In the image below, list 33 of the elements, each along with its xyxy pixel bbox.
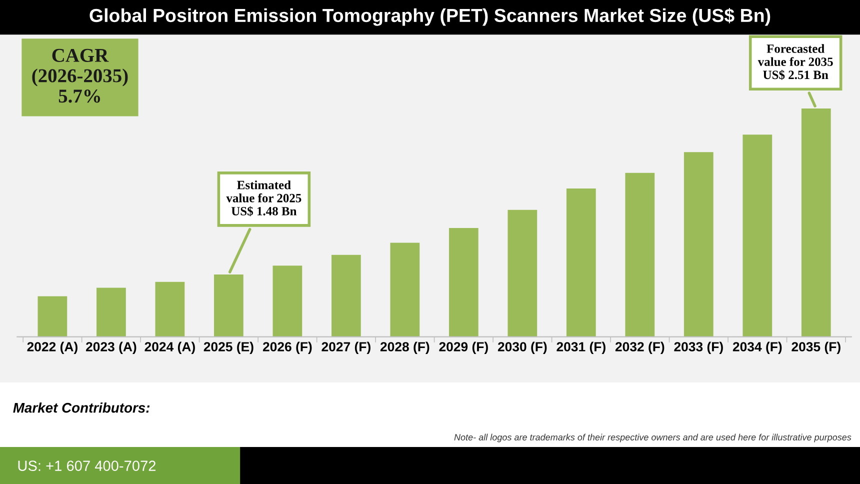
bar — [684, 152, 714, 337]
x-tick-label: 2034 (F) — [732, 342, 782, 354]
text: Market Contributors: — [13, 402, 150, 413]
bar — [625, 172, 655, 337]
bar — [508, 210, 538, 337]
bar — [448, 228, 478, 337]
text: CAGR (2026-2035) 5.7% — [32, 48, 128, 103]
x-tick-label: 2033 (F) — [674, 342, 723, 354]
x-tick-label: 2027 (F) — [322, 342, 370, 354]
x-tick-label: 2026 (F) — [262, 342, 312, 354]
bar — [331, 254, 361, 337]
annotation: Estimated value for 2025 US$ 1.48 Bn — [226, 180, 302, 216]
bar — [38, 296, 68, 337]
x-tick-label: 2025 (E) — [204, 342, 254, 354]
bar — [566, 188, 596, 337]
x-tick-label: 2023 (A) — [86, 342, 136, 354]
text: US: +1 607 400-7072 — [18, 460, 156, 471]
bar — [272, 266, 302, 337]
bar — [742, 134, 772, 337]
x-tick-label: 2032 (F) — [615, 342, 664, 354]
x-tick-label: 2024 (A) — [144, 342, 195, 354]
bar — [390, 242, 420, 337]
annotation: Forecasted value for 2035 US$ 2.51 Bn — [758, 44, 833, 80]
bar — [96, 288, 126, 337]
bar — [155, 282, 185, 337]
x-tick-label: 2022 (A) — [27, 342, 78, 354]
x-tick-label: 2028 (F) — [380, 342, 430, 354]
x-tick-label: 2029 (F) — [439, 342, 488, 354]
x-tick-label: 2031 (F) — [556, 342, 606, 354]
text: Note- all logos are trademarks of their respective owners and are used here for illustrative purposes — [454, 434, 852, 442]
x-tick-label: 2035 (F) — [792, 342, 840, 354]
x-tick-label: 2030 (F) — [498, 342, 547, 354]
chart-title: Global Positron Emission Tomography (PET) Scanners Market Size (US$ Bn) — [90, 8, 770, 26]
